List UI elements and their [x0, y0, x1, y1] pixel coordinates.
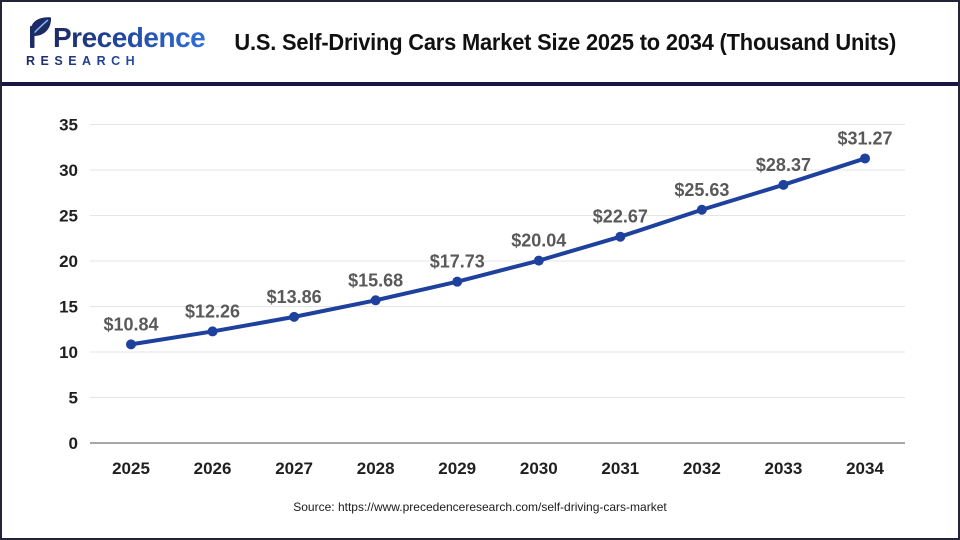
y-tick-label: 10 [59, 343, 78, 362]
series-markers [126, 153, 870, 350]
x-tick-label: 2027 [275, 459, 313, 478]
x-tick-label: 2028 [357, 459, 395, 478]
x-tick-label: 2034 [846, 459, 884, 478]
leaf-logo-icon [26, 16, 52, 52]
y-tick-label: 30 [59, 161, 78, 180]
logo-brand-text: Precedence [53, 22, 206, 54]
data-point-marker [860, 153, 870, 164]
data-point-label: $12.26 [185, 301, 240, 321]
grid-lines [90, 124, 905, 444]
data-point-marker [126, 339, 136, 350]
data-point-label: $15.68 [348, 270, 403, 290]
y-tick-label: 15 [59, 298, 78, 317]
x-tick-label: 2025 [112, 459, 150, 478]
data-point-label: $31.27 [837, 128, 892, 148]
data-point-marker [289, 311, 300, 322]
y-tick-label: 25 [59, 207, 78, 226]
chart-area: 0 5 10 15 20 25 30 35 2025 2026 2027 2028 2029 2030 20… [2, 86, 958, 486]
y-axis-labels: 0 5 10 15 20 25 30 35 [59, 116, 78, 454]
x-tick-label: 2031 [601, 459, 639, 478]
y-tick-label: 5 [69, 389, 78, 408]
series-line [129, 156, 867, 347]
x-tick-label: 2029 [438, 459, 476, 478]
precedence-research-logo: Precedence RESEARCH [2, 16, 206, 68]
x-tick-label: 2032 [683, 459, 721, 478]
data-point-marker [696, 204, 707, 215]
data-point-marker [207, 326, 218, 337]
title-wrap: U.S. Self-Driving Cars Market Size 2025 … [206, 29, 958, 56]
logo-subtext: RESEARCH [26, 55, 206, 68]
x-tick-label: 2026 [194, 459, 232, 478]
data-point-label: $25.63 [674, 180, 729, 200]
data-point-marker [452, 276, 463, 287]
x-tick-label: 2033 [765, 459, 803, 478]
y-tick-label: 20 [59, 252, 78, 271]
data-point-marker [533, 255, 544, 266]
data-point-label: $10.84 [103, 314, 158, 334]
chart-title: U.S. Self-Driving Cars Market Size 2025 … [234, 28, 896, 55]
data-point-marker [370, 295, 381, 306]
data-point-label: $22.67 [593, 207, 648, 227]
source-text: Source: https://www.precedenceresearch.c… [293, 500, 667, 514]
data-point-marker [615, 231, 626, 242]
data-point-marker [778, 179, 789, 190]
data-point-label: $17.73 [430, 252, 485, 272]
header-divider [2, 82, 958, 86]
logo-top-row: Precedence [26, 16, 206, 52]
data-point-label: $13.86 [267, 287, 322, 307]
y-tick-label: 35 [59, 116, 78, 135]
data-labels: $10.84 $12.26 $13.86 $15.68 $17.73 $20.04 $22.… [103, 128, 892, 334]
x-axis-labels: 2025 2026 2027 2028 2029 2030 2031 2032 2033 2034 [112, 459, 884, 478]
data-point-label: $20.04 [511, 231, 566, 251]
x-tick-label: 2030 [520, 459, 558, 478]
data-point-label: $28.37 [756, 155, 811, 175]
header: Precedence RESEARCH U.S. Self-Driving Ca… [2, 2, 958, 82]
y-tick-label: 0 [69, 434, 78, 453]
